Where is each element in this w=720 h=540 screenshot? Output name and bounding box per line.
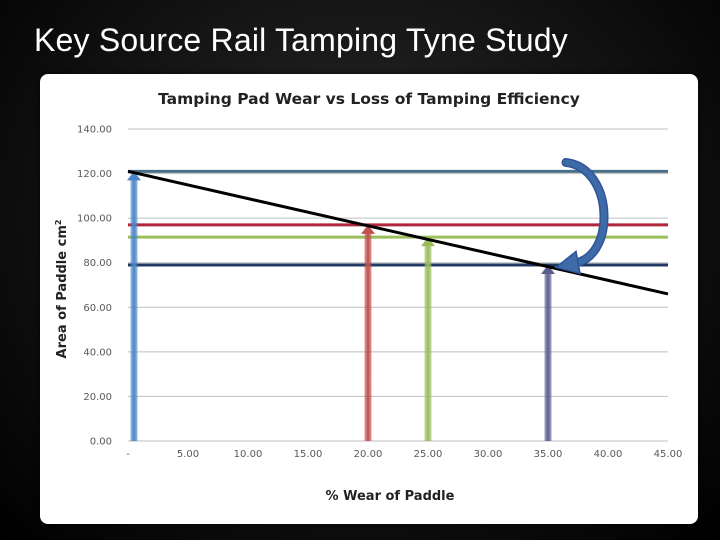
chart-card: Tamping Pad Wear vs Loss of Tamping Effi… — [40, 74, 698, 524]
marker-bar-2 — [424, 243, 432, 441]
marker-arrowhead-0 — [127, 171, 141, 181]
x-tick-labels: - 5.00 10.00 15.00 20.00 25.00 30.00 35.00 40.00… — [126, 449, 682, 460]
x-tick-label-3: 15.00 — [294, 449, 323, 460]
trend-line — [127, 169, 669, 296]
marker-arrowhead-2 — [421, 237, 435, 247]
marker-arrowhead-3 — [541, 264, 555, 274]
x-tick-label-0: - — [126, 449, 130, 460]
annotation-group — [554, 157, 609, 275]
y-tick-labels: 0.00 20.00 40.00 60.00 80.00 100.00 120.00 140.… — [77, 125, 112, 448]
y-axis-label: Area of Paddle cm2 — [54, 220, 70, 359]
x-tick-label-8: 40.00 — [594, 449, 623, 460]
x-tick-label-7: 35.00 — [534, 449, 563, 460]
x-tick-label-2: 10.00 — [234, 449, 263, 460]
x-tick-label-1: 5.00 — [177, 449, 199, 460]
x-tick-label-5: 25.00 — [414, 449, 443, 460]
y-tick-label-1: 20.00 — [83, 392, 112, 403]
y-tick-label-3: 60.00 — [83, 303, 112, 314]
y-axis-label-superscript: 2 — [54, 220, 63, 226]
gridlines — [128, 128, 668, 442]
y-axis-label-text: Area of Paddle cm — [55, 225, 70, 358]
markers — [127, 171, 555, 441]
x-tick-label-4: 20.00 — [354, 449, 383, 460]
marker-bar-3 — [544, 270, 552, 441]
y-tick-label-7: 140.00 — [77, 125, 112, 136]
slide-title: Key Source Rail Tamping Tyne Study — [34, 22, 568, 58]
marker-arrowhead-1 — [361, 224, 375, 234]
y-tick-label-2: 40.00 — [83, 347, 112, 358]
x-tick-label-9: 45.00 — [654, 449, 683, 460]
x-tick-label-6: 30.00 — [474, 449, 503, 460]
marker-bar-0 — [130, 177, 138, 441]
annotation-arrow — [563, 159, 607, 267]
chart-title: Tamping Pad Wear vs Loss of Tamping Effi… — [158, 90, 580, 108]
y-tick-label-0: 0.00 — [90, 437, 112, 448]
trend-line-group — [127, 169, 669, 296]
y-tick-label-4: 80.00 — [83, 258, 112, 269]
annotation-arrowhead — [554, 250, 581, 275]
marker-bar-1 — [364, 230, 372, 441]
chart-svg: Tamping Pad Wear vs Loss of Tamping Effi… — [54, 90, 682, 504]
y-tick-label-5: 100.00 — [77, 214, 112, 225]
x-axis-label: % Wear of Paddle — [326, 489, 455, 504]
y-tick-label-6: 120.00 — [77, 169, 112, 180]
